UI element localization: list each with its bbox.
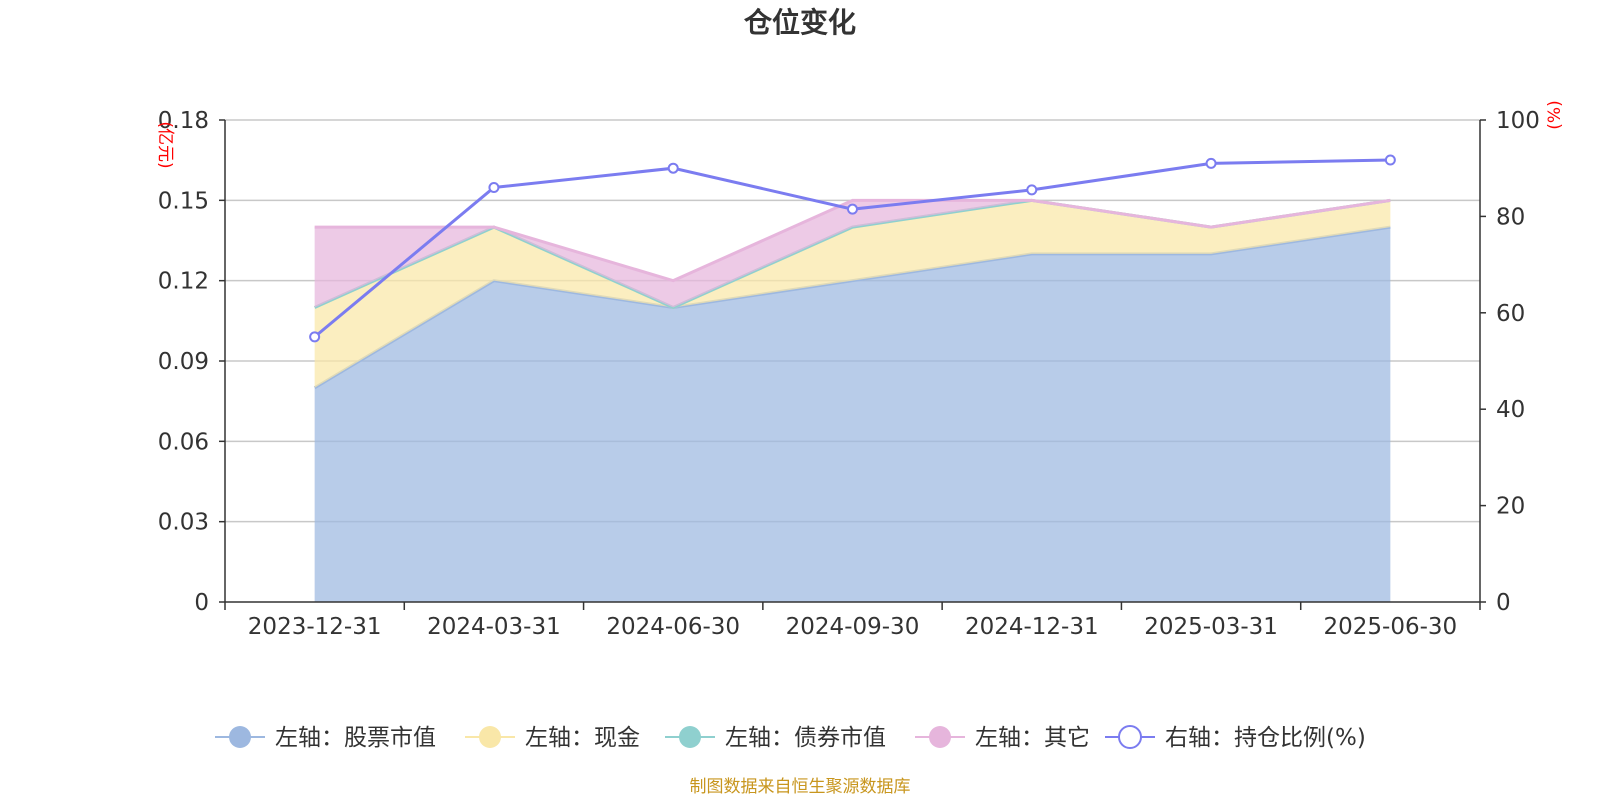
x-tick-label: 2025-06-30: [1324, 614, 1458, 640]
right-tick-label: 80: [1496, 204, 1525, 230]
left-tick-label: 0.12: [158, 269, 209, 295]
area-line: [314, 198, 1391, 283]
legend-label: 左轴：债券市值: [725, 725, 886, 751]
area-fill: [314, 227, 1391, 602]
legend-item[interactable]: 左轴：现金: [465, 725, 640, 751]
ratio-point: [1026, 184, 1038, 196]
left-tick-label: 0.18: [158, 108, 209, 134]
legend-label: 左轴：现金: [525, 725, 640, 751]
x-tick-label: 2023-12-31: [248, 614, 382, 640]
legend-item[interactable]: 左轴：股票市值: [215, 725, 436, 751]
ratio-point: [1205, 157, 1217, 169]
legend[interactable]: 左轴：股票市值 左轴：现金 左轴：债券市值 左轴：其它 右轴：持仓比例(%): [215, 725, 1366, 751]
left-tick-label: 0.06: [158, 429, 209, 455]
x-tick-label: 2024-06-30: [606, 614, 740, 640]
right-tick-label: 20: [1496, 494, 1525, 520]
legend-item[interactable]: 右轴：持仓比例(%): [1105, 725, 1366, 751]
ratio-point: [847, 203, 858, 215]
data-source: 制图数据来自恒生聚源数据库: [690, 777, 911, 797]
right-tick-label: 60: [1496, 301, 1525, 327]
legend-marker: [1118, 725, 1142, 749]
area-line: [313, 225, 1391, 390]
right-tick-label: 100: [1496, 108, 1540, 134]
ratio-point: [667, 162, 679, 174]
ratio-line: [309, 154, 1396, 343]
x-tick-label: 2024-12-31: [965, 614, 1099, 640]
right-tick-label: 40: [1496, 397, 1525, 423]
chart-title: 仓位变化: [744, 6, 856, 39]
ratio-point: [488, 181, 500, 193]
left-axis-unit: (亿元): [155, 121, 175, 168]
left-tick-label: 0: [194, 590, 209, 616]
ratio-point: [309, 331, 321, 343]
legend-marker: [229, 726, 251, 748]
area-fill: [314, 200, 1391, 308]
stacked-areas: [313, 198, 1391, 602]
legend-marker: [679, 726, 701, 748]
legend-marker: [479, 726, 501, 748]
left-tick-label: 0.03: [158, 510, 209, 536]
x-tick-label: 2024-03-31: [427, 614, 561, 640]
legend-label: 左轴：其它: [975, 725, 1090, 751]
legend-marker: [929, 726, 951, 748]
legend-item[interactable]: 左轴：债券市值: [665, 725, 886, 751]
left-tick-label: 0.15: [158, 188, 209, 214]
ratio-point: [1384, 154, 1396, 166]
right-axis-unit: (%): [1545, 100, 1565, 129]
legend-label: 右轴：持仓比例(%): [1165, 725, 1366, 751]
left-tick-label: 0.09: [158, 349, 209, 375]
area-fill: [314, 200, 1391, 388]
right-tick-label: 0: [1496, 590, 1511, 616]
axes: 0 0.03 0.06 0.09 0.12 0.15 0.18 0 20 40 60 80 100 202…: [158, 108, 1540, 640]
x-tick-label: 2025-03-31: [1144, 614, 1278, 640]
legend-label: 左轴：股票市值: [275, 725, 436, 751]
x-tick-label: 2024-09-30: [786, 614, 920, 640]
legend-item[interactable]: 左轴：其它: [915, 725, 1090, 751]
